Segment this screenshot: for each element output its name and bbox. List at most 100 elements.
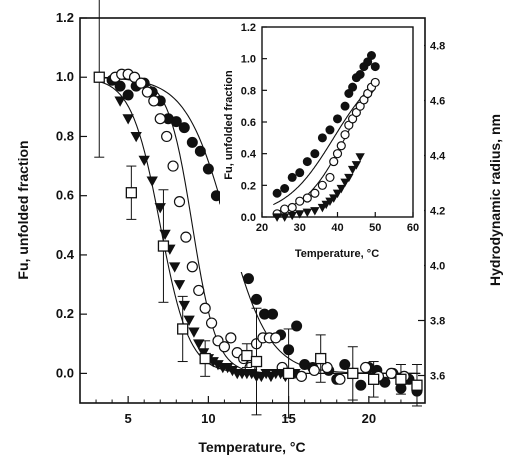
- inset-x-tick-label: 50: [369, 222, 381, 234]
- main-chart: 5 10 15 200.00.20.40.60.81.01.23.63.84.04.2…: [15, 0, 503, 455]
- main-filled-circle-point: [251, 293, 263, 305]
- main-open-circle-point: [225, 332, 237, 344]
- main-triangle-point: [154, 203, 166, 214]
- main-square-point: [315, 352, 327, 365]
- main-open-circle-point: [218, 341, 231, 353]
- main-square-point: [157, 240, 170, 252]
- main-open-circle-point: [135, 77, 147, 89]
- main-y-tick-label: 0.0: [56, 365, 74, 380]
- inset-open-circle-point: [340, 130, 350, 140]
- main-open-circle-point: [334, 373, 346, 385]
- inset-open-circle-point: [287, 202, 297, 213]
- main-triangle-point: [178, 300, 190, 312]
- main-open-circle-point: [180, 231, 192, 243]
- inset-filled-circle-point: [340, 101, 350, 111]
- inset-triangle-point: [272, 213, 282, 222]
- main-filled-circle-point: [291, 320, 303, 332]
- inset-y-tick-label: 0.8: [241, 85, 256, 97]
- inset-open-circle-point: [336, 141, 346, 151]
- main-filled-circle-point: [242, 273, 254, 285]
- inset-open-circle-point: [325, 172, 335, 183]
- inset-y-tick-label: 0.4: [241, 149, 257, 161]
- main-x-tick-label: 15: [281, 411, 295, 426]
- inset-y-tick-label: 1.2: [241, 22, 256, 34]
- inset-filled-circle-point: [370, 62, 380, 72]
- main-y-tick-label: 0.8: [56, 128, 74, 143]
- inset-triangle-point: [336, 184, 346, 194]
- main-open-circle-point: [360, 361, 372, 374]
- inset-x-tick-label: 60: [407, 222, 419, 234]
- main-triangle-point: [114, 96, 126, 107]
- main-x-tick-label: 10: [201, 411, 215, 426]
- inset-filled-circle-point: [317, 133, 327, 143]
- main-y2-tick-label: 4.0: [430, 261, 445, 273]
- main-square-point: [282, 367, 295, 380]
- inset-y-tick-label: 0.2: [241, 180, 256, 192]
- main-y-axis-title: Fu, unfolded fraction: [15, 140, 31, 279]
- main-open-circle-point: [199, 302, 211, 314]
- inset-triangle-point: [325, 197, 335, 206]
- inset-x-axis-title: Temperature, °C: [295, 248, 379, 260]
- inset-triangle-point: [321, 200, 331, 210]
- main-square-point: [395, 373, 407, 385]
- inset-open-circle-point: [329, 156, 339, 167]
- main-open-circle-point: [385, 367, 397, 379]
- main-y-tick-label: 0.4: [56, 247, 75, 262]
- main-filled-circle-point: [339, 359, 351, 370]
- inset-triangle-point: [329, 194, 339, 203]
- main-y2-tick-label: 4.4: [430, 151, 446, 163]
- main-x-tick-label: 20: [362, 411, 376, 426]
- inset-open-circle-point: [302, 193, 312, 203]
- main-open-circle-point: [141, 86, 153, 98]
- inset-x-tick-label: 40: [331, 222, 343, 234]
- main-open-circle-point: [148, 95, 160, 107]
- inset-triangle-point: [355, 153, 365, 162]
- main-y-tick-label: 0.6: [56, 188, 74, 203]
- inset-filled-circle-point: [280, 184, 290, 193]
- main-triangle-point: [193, 339, 205, 350]
- inset-filled-circle-point: [325, 125, 335, 135]
- main-y-tick-label: 1.2: [56, 10, 74, 25]
- inset-triangle-point: [279, 213, 290, 222]
- main-open-circle-point: [308, 364, 320, 377]
- main-triangle-point: [168, 262, 181, 273]
- main-square-point: [177, 323, 189, 335]
- main-chart-marks: 5 10 15 200.00.20.40.60.81.01.23.63.84.04.2…: [56, 0, 446, 426]
- main-triangle-point: [173, 280, 186, 291]
- main-open-circle-point: [193, 284, 205, 297]
- main-square-point: [199, 352, 211, 365]
- main-square-point: [241, 349, 253, 362]
- inset-y-tick-label: 0.6: [241, 117, 256, 129]
- main-triangle-point: [130, 132, 142, 143]
- main-open-circle-point: [167, 160, 179, 172]
- main-open-circle-point: [321, 361, 333, 374]
- main-filled-circle-point: [186, 136, 198, 148]
- main-open-circle-point: [173, 196, 186, 208]
- inset-filled-circle-point: [302, 157, 312, 167]
- inset-y-tick-label: 1.0: [241, 54, 256, 66]
- main-square-point: [250, 355, 263, 368]
- inset-background: [220, 20, 424, 272]
- main-triangle-point: [122, 114, 134, 125]
- main-filled-circle-point: [202, 163, 214, 175]
- inset-chart-marks: 20 30 40 50 60 0.0 0.2 0.4 0.6 0.8 1.0 1.2: [241, 22, 419, 234]
- main-triangle-point: [159, 229, 171, 241]
- main-filled-circle-point: [122, 89, 134, 101]
- inset-triangle-point: [317, 203, 328, 213]
- main-open-circle-point: [270, 332, 282, 344]
- inset-filled-circle-point: [287, 172, 297, 182]
- inset-filled-circle-point: [355, 70, 365, 79]
- main-filled-circle-point: [178, 122, 190, 134]
- main-square-point: [125, 187, 137, 199]
- main-square-point: [93, 71, 105, 83]
- main-open-circle-point: [205, 317, 218, 329]
- inset-open-circle-point: [310, 188, 320, 198]
- inset-triangle-point: [302, 208, 312, 218]
- inset-filled-circle-point: [348, 82, 358, 92]
- main-triangle-point: [138, 155, 150, 166]
- inset-open-circle-point: [295, 196, 305, 206]
- inset-triangle-point: [287, 211, 297, 221]
- main-open-circle-point: [154, 113, 166, 125]
- inset-filled-circle-point: [310, 149, 320, 159]
